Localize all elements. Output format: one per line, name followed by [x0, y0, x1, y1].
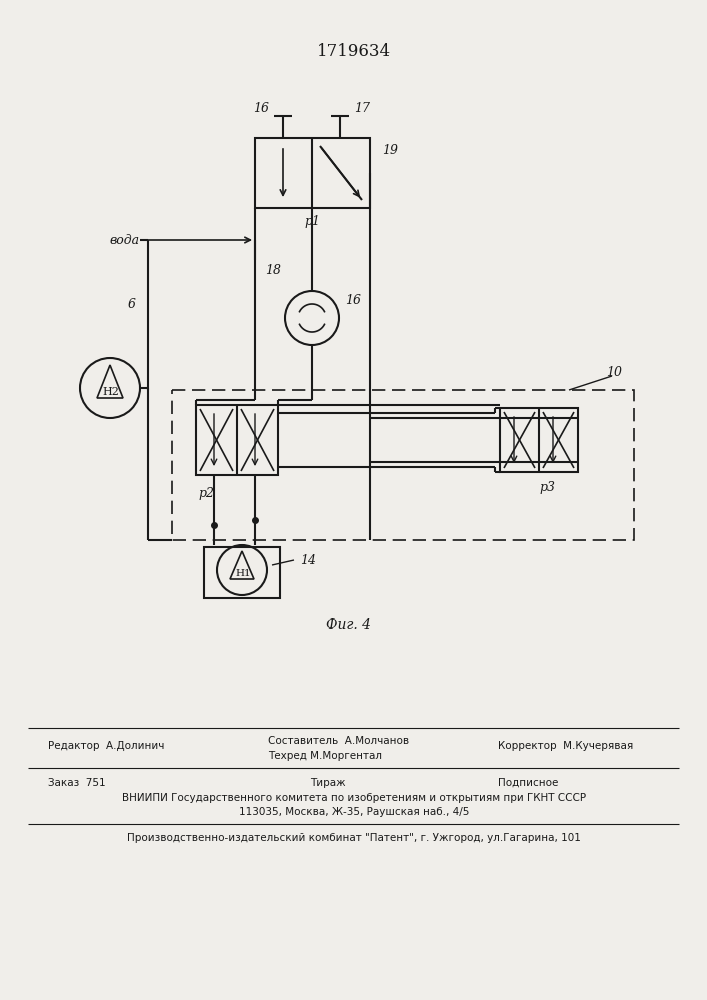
Text: Тираж: Тираж: [310, 778, 346, 788]
Text: 14: 14: [300, 554, 316, 566]
Bar: [500, 408, 578, 472]
Text: Н2: Н2: [103, 387, 119, 397]
Text: 16: 16: [253, 102, 269, 114]
Text: Редактор  А.Долинич: Редактор А.Долинич: [48, 741, 164, 751]
Text: вода: вода: [110, 233, 140, 246]
Text: Техред М.Моргентал: Техред М.Моргентал: [268, 751, 382, 761]
Text: 19: 19: [382, 143, 398, 156]
Text: ВНИИПИ Государственного комитета по изобретениям и открытиям при ГКНТ СССР: ВНИИПИ Государственного комитета по изоб…: [122, 793, 586, 803]
Text: Н1: Н1: [235, 570, 251, 578]
Text: 18: 18: [265, 263, 281, 276]
Text: 17: 17: [354, 102, 370, 114]
Text: 16: 16: [345, 294, 361, 306]
Bar: [255, 138, 370, 208]
Text: Составитель  А.Молчанов: Составитель А.Молчанов: [268, 736, 409, 746]
Text: Производственно-издательский комбинат "Патент", г. Ужгород, ул.Гагарина, 101: Производственно-издательский комбинат "П…: [127, 833, 581, 843]
Text: Корректор  М.Кучерявая: Корректор М.Кучерявая: [498, 741, 633, 751]
Bar: [196, 405, 278, 475]
Text: р2: р2: [198, 487, 214, 499]
Text: Подписное: Подписное: [498, 778, 559, 788]
Text: р3: р3: [539, 481, 555, 493]
Text: Заказ  751: Заказ 751: [48, 778, 105, 788]
Text: 6: 6: [128, 298, 136, 312]
Bar: [172, 390, 634, 540]
Bar: [204, 547, 280, 598]
Text: 10: 10: [606, 365, 622, 378]
Text: 1719634: 1719634: [317, 43, 391, 60]
Text: р1: р1: [304, 215, 320, 228]
Text: 113035, Москва, Ж-35, Раушская наб., 4/5: 113035, Москва, Ж-35, Раушская наб., 4/5: [239, 807, 469, 817]
Text: Фиг. 4: Фиг. 4: [325, 618, 370, 632]
